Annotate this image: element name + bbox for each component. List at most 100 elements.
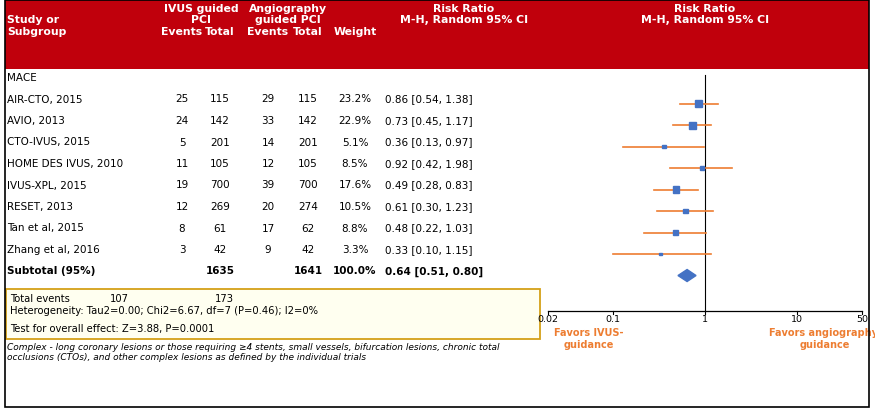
- Text: 0.61 [0.30, 1.23]: 0.61 [0.30, 1.23]: [385, 202, 472, 212]
- Text: Risk Ratio: Risk Ratio: [433, 4, 494, 14]
- Text: 0.64 [0.51, 0.80]: 0.64 [0.51, 0.80]: [385, 267, 483, 277]
- Text: 1635: 1635: [206, 267, 235, 276]
- Text: 8: 8: [178, 223, 186, 234]
- Text: AVIO, 2013: AVIO, 2013: [7, 116, 65, 126]
- Text: 201: 201: [298, 137, 318, 148]
- Bar: [674, 187, 679, 193]
- Text: 100.0%: 100.0%: [333, 267, 377, 276]
- Text: Complex - long coronary lesions or those requiring ≥4 stents, small vessels, bif: Complex - long coronary lesions or those…: [7, 343, 500, 362]
- Bar: [662, 145, 666, 148]
- Text: 12: 12: [175, 202, 189, 212]
- Text: PCI: PCI: [191, 15, 211, 25]
- Text: 10.5%: 10.5%: [339, 202, 372, 212]
- Bar: [674, 230, 678, 235]
- Text: 0.86 [0.54, 1.38]: 0.86 [0.54, 1.38]: [385, 94, 472, 105]
- Polygon shape: [678, 270, 696, 281]
- Text: Total: Total: [293, 27, 323, 37]
- Bar: [682, 209, 688, 213]
- Text: 115: 115: [210, 94, 230, 105]
- Text: 23.2%: 23.2%: [339, 94, 372, 105]
- Text: 700: 700: [298, 180, 318, 191]
- Text: Zhang et al, 2016: Zhang et al, 2016: [7, 245, 100, 255]
- Text: AIR-CTO, 2015: AIR-CTO, 2015: [7, 94, 82, 105]
- Text: Favors angiography-
guidance: Favors angiography- guidance: [769, 328, 875, 350]
- Text: Events: Events: [248, 27, 289, 37]
- Text: 0.48 [0.22, 1.03]: 0.48 [0.22, 1.03]: [385, 223, 472, 234]
- Text: 0.92 [0.42, 1.98]: 0.92 [0.42, 1.98]: [385, 159, 472, 169]
- Text: guided PCI: guided PCI: [255, 15, 321, 25]
- Text: Total: Total: [205, 27, 234, 37]
- Text: MACE: MACE: [7, 73, 37, 83]
- Text: 22.9%: 22.9%: [339, 116, 372, 126]
- Bar: [699, 166, 704, 170]
- Bar: [6, 289, 540, 339]
- Text: 39: 39: [262, 180, 275, 191]
- Text: 201: 201: [210, 137, 230, 148]
- Text: IVUS-XPL, 2015: IVUS-XPL, 2015: [7, 180, 87, 191]
- Text: 173: 173: [215, 294, 234, 304]
- Text: 107: 107: [110, 294, 129, 304]
- Text: M-H, Random 95% CI: M-H, Random 95% CI: [640, 15, 769, 25]
- Text: 5.1%: 5.1%: [342, 137, 368, 148]
- Text: 1: 1: [702, 315, 708, 324]
- Text: 9: 9: [265, 245, 271, 255]
- Text: 0.02: 0.02: [537, 315, 558, 324]
- Text: 105: 105: [298, 159, 318, 169]
- Text: 17: 17: [262, 223, 275, 234]
- Text: 269: 269: [210, 202, 230, 212]
- Text: 8.8%: 8.8%: [342, 223, 368, 234]
- Text: 42: 42: [301, 245, 315, 255]
- Text: Weight: Weight: [333, 27, 376, 37]
- Text: 10: 10: [791, 315, 803, 324]
- Text: CTO-IVUS, 2015: CTO-IVUS, 2015: [7, 137, 90, 148]
- Text: 19: 19: [175, 180, 189, 191]
- Text: 142: 142: [298, 116, 318, 126]
- Text: 61: 61: [214, 223, 227, 234]
- Text: 25: 25: [175, 94, 189, 105]
- Bar: [5, 0, 869, 69]
- Text: 0.73 [0.45, 1.17]: 0.73 [0.45, 1.17]: [385, 116, 472, 126]
- Text: 1641: 1641: [293, 267, 323, 276]
- Text: Risk Ratio: Risk Ratio: [675, 4, 736, 14]
- Text: Events: Events: [162, 27, 203, 37]
- Text: 0.1: 0.1: [606, 315, 620, 324]
- Bar: [696, 100, 703, 107]
- Text: Subgroup: Subgroup: [7, 27, 66, 37]
- Text: 3: 3: [178, 245, 186, 255]
- Bar: [659, 253, 662, 255]
- Text: HOME DES IVUS, 2010: HOME DES IVUS, 2010: [7, 159, 123, 169]
- Text: 62: 62: [301, 223, 315, 234]
- Bar: [689, 121, 696, 128]
- Text: 12: 12: [262, 159, 275, 169]
- Text: 700: 700: [210, 180, 230, 191]
- Text: 29: 29: [262, 94, 275, 105]
- Text: 0.49 [0.28, 0.83]: 0.49 [0.28, 0.83]: [385, 180, 472, 191]
- Text: 14: 14: [262, 137, 275, 148]
- Text: Subtotal (95%): Subtotal (95%): [7, 267, 95, 276]
- Text: 20: 20: [262, 202, 275, 212]
- Text: 42: 42: [214, 245, 227, 255]
- Text: 115: 115: [298, 94, 318, 105]
- Text: Favors IVUS-
guidance: Favors IVUS- guidance: [554, 328, 623, 350]
- Text: 105: 105: [210, 159, 230, 169]
- Text: Total events: Total events: [10, 294, 70, 304]
- Text: 8.5%: 8.5%: [342, 159, 368, 169]
- Text: 17.6%: 17.6%: [339, 180, 372, 191]
- Text: 274: 274: [298, 202, 318, 212]
- Text: Study or: Study or: [7, 15, 60, 25]
- Text: 24: 24: [175, 116, 189, 126]
- Text: RESET, 2013: RESET, 2013: [7, 202, 73, 212]
- Text: 0.33 [0.10, 1.15]: 0.33 [0.10, 1.15]: [385, 245, 472, 255]
- Text: Heterogeneity: Tau2=0.00; Chi2=6.67, df=7 (P=0.46); I2=0%: Heterogeneity: Tau2=0.00; Chi2=6.67, df=…: [10, 306, 318, 316]
- Text: Tan et al, 2015: Tan et al, 2015: [7, 223, 84, 234]
- Text: M-H, Random 95% CI: M-H, Random 95% CI: [400, 15, 528, 25]
- Text: 3.3%: 3.3%: [342, 245, 368, 255]
- Text: 50: 50: [856, 315, 868, 324]
- Text: 0.36 [0.13, 0.97]: 0.36 [0.13, 0.97]: [385, 137, 472, 148]
- Text: 5: 5: [178, 137, 186, 148]
- Text: 33: 33: [262, 116, 275, 126]
- Text: Angiography: Angiography: [249, 4, 327, 14]
- Text: 11: 11: [175, 159, 189, 169]
- Text: 142: 142: [210, 116, 230, 126]
- Text: Test for overall effect: Z=3.88, P=0.0001: Test for overall effect: Z=3.88, P=0.000…: [10, 324, 214, 334]
